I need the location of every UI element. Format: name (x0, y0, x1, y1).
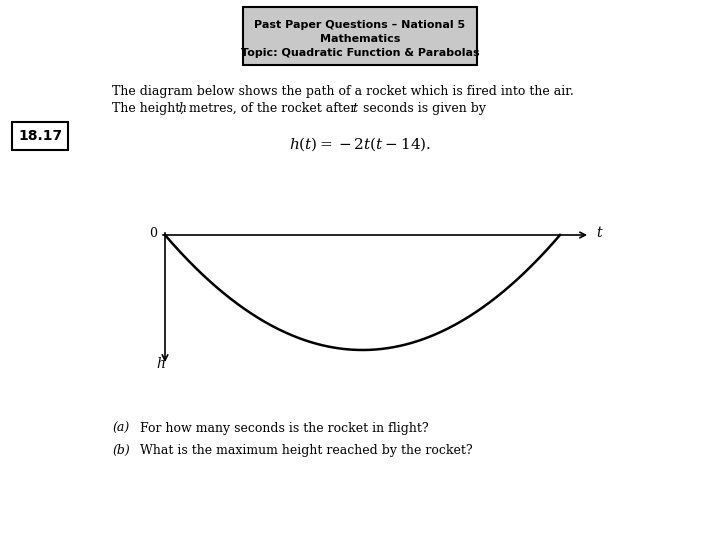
Text: metres, of the rocket after: metres, of the rocket after (185, 102, 360, 115)
Text: What is the maximum height reached by the rocket?: What is the maximum height reached by th… (140, 444, 472, 457)
Text: For how many seconds is the rocket in flight?: For how many seconds is the rocket in fl… (140, 422, 428, 435)
Text: Topic: Quadratic Function & Parabolas: Topic: Quadratic Function & Parabolas (240, 48, 480, 58)
Text: (a): (a) (112, 422, 130, 435)
Text: The diagram below shows the path of a rocket which is fired into the air.: The diagram below shows the path of a ro… (112, 85, 574, 98)
Text: 18.17: 18.17 (18, 129, 62, 143)
Text: $h(t) = -2t(t - 14).$: $h(t) = -2t(t - 14).$ (289, 135, 431, 153)
Text: seconds is given by: seconds is given by (359, 102, 486, 115)
Text: (b): (b) (112, 444, 130, 457)
Text: t: t (352, 102, 357, 115)
Text: h: h (156, 357, 166, 371)
Bar (243, 7, 477, 65)
Text: The height,: The height, (112, 102, 188, 115)
Text: t: t (596, 226, 602, 240)
Text: h: h (178, 102, 186, 115)
Text: Mathematics: Mathematics (320, 34, 400, 44)
Bar (12, 122, 68, 150)
Text: 0: 0 (149, 227, 157, 240)
Text: Past Paper Questions – National 5: Past Paper Questions – National 5 (254, 20, 466, 30)
